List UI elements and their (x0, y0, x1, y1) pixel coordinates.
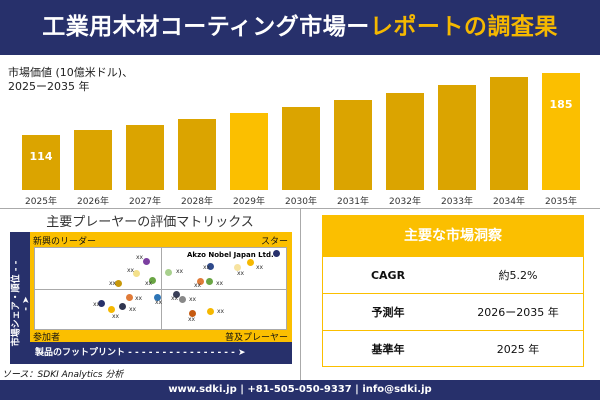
divider (300, 208, 301, 380)
player-label: xx (237, 270, 245, 277)
bar-2028年 (178, 119, 216, 190)
player-marker (115, 280, 122, 287)
player-label: xx (194, 282, 202, 289)
quadrant-participants: 参加者 (33, 333, 61, 343)
player-marker (206, 278, 213, 285)
x-tick-label: 2029年 (233, 197, 265, 207)
bar-2029年 (230, 113, 268, 190)
x-tick-label: 2033年 (441, 197, 473, 207)
player-marker (119, 303, 126, 310)
x-tick-label: 2034年 (493, 197, 525, 207)
player-marker (207, 263, 214, 270)
title-main: 工業用木材コーティング市場ー (42, 14, 370, 40)
quadrant-stars: スター (260, 237, 288, 247)
x-tick-label: 2032年 (389, 197, 421, 207)
player-marker (189, 310, 196, 317)
insights-title: 主要な市場洞察 (323, 216, 583, 256)
chart-title: 市場価値 (10億米ドル)、 2025ー2035 年 (8, 66, 133, 94)
bar-2030年 (282, 106, 320, 190)
bar-2027年 (126, 124, 164, 190)
player-label: xx (136, 254, 144, 261)
player-marker (173, 291, 180, 298)
player-marker (143, 258, 150, 265)
highlight-company: Akzo Nobel Japan Ltd. (187, 251, 274, 259)
player-label: xx (127, 267, 135, 274)
player-matrix: 新興のリーダー スター Akzo Nobel Japan Ltd. xx xx xx… (10, 232, 292, 364)
player-label: xx (176, 268, 184, 275)
title-accent: レポートの調査果 (369, 14, 558, 40)
source-note: ソース：SDKI Analytics 分析 (2, 370, 124, 380)
bar-2025年 (22, 135, 60, 190)
x-tick-label: 2025年 (25, 197, 57, 207)
footer-contact: www.sdki.jp | +81-505-050-9337 | info@sd… (0, 380, 600, 400)
x-tick-label: 2028年 (181, 197, 213, 207)
player-marker (126, 294, 133, 301)
player-marker (197, 278, 204, 285)
bar-2034年 (490, 76, 528, 190)
matrix-grid: Akzo Nobel Japan Ltd. xx xx xx xx xx xx xx xx xx… (34, 247, 287, 330)
insights-panel: 主要な市場洞察 CAGR 約5.2% 予測年 2026ー2035 年 基準年 2025… (322, 215, 584, 367)
page-header: 工業用木材コーティング市場ーレポートの調査果 (0, 0, 600, 55)
bar-2035年 (542, 72, 580, 190)
player-marker (179, 296, 186, 303)
insight-row: 基準年 2025 年 (323, 330, 583, 367)
player-marker (149, 277, 156, 284)
player-label: xx (171, 295, 179, 302)
player-marker (273, 250, 280, 257)
player-label: xx (189, 296, 197, 303)
x-tick-label: 2035年 (545, 197, 577, 207)
chart-title-line2: 2025ー2035 年 (8, 80, 90, 93)
x-tick-label: 2027年 (129, 197, 161, 207)
x-tick-label: 2026年 (77, 197, 109, 207)
insight-row: 予測年 2026ー2035 年 (323, 293, 583, 330)
x-tick-label: 2031年 (337, 197, 369, 207)
bar-2026年 (74, 129, 112, 190)
player-marker (165, 269, 172, 276)
quadrant-pervasive-players: 普及プレーヤー (224, 333, 288, 343)
data-label: 114 (29, 150, 53, 164)
player-label: xx (155, 299, 163, 306)
bar-2032年 (386, 92, 424, 190)
player-label: xx (203, 264, 211, 271)
player-label: xx (112, 313, 120, 320)
player-label: xx (145, 280, 153, 287)
x-tick-label: 2030年 (285, 197, 317, 207)
player-label: xx (129, 306, 137, 313)
bar-chart: 2025年 114 2026年 2027年 2028年 2029年 2030年 2031年 20… (0, 55, 600, 210)
player-marker (247, 259, 254, 266)
player-label: xx (188, 316, 196, 323)
player-label: xx (256, 264, 264, 271)
player-label: xx (216, 280, 224, 287)
player-marker (154, 294, 161, 301)
y-axis-label: 市場シェア・順位 - - - ➤ (11, 260, 32, 347)
player-label: xx (109, 280, 117, 287)
player-marker (108, 306, 115, 313)
x-axis-label: 製品のフットプリント - - - - - - - - - - - - - - -… (35, 348, 246, 358)
matrix-area: 新興のリーダー スター Akzo Nobel Japan Ltd. xx xx xx… (30, 232, 292, 343)
bar-2033年 (438, 84, 476, 190)
player-marker (133, 270, 140, 277)
player-label: xx (135, 295, 143, 302)
insight-row: CAGR 約5.2% (323, 256, 583, 293)
player-marker (98, 300, 105, 307)
matrix-title: 主要プレーヤーの評価マトリックス (46, 215, 254, 230)
player-marker (207, 308, 214, 315)
player-label: xx (217, 308, 225, 315)
data-label: 185 (549, 97, 573, 111)
chart-title-line1: 市場価値 (10億米ドル)、 (8, 66, 134, 79)
quadrant-emerging-leaders: 新興のリーダー (33, 237, 97, 247)
bar-2031年 (334, 99, 372, 190)
player-label: xx (93, 301, 101, 308)
player-marker (234, 264, 241, 271)
